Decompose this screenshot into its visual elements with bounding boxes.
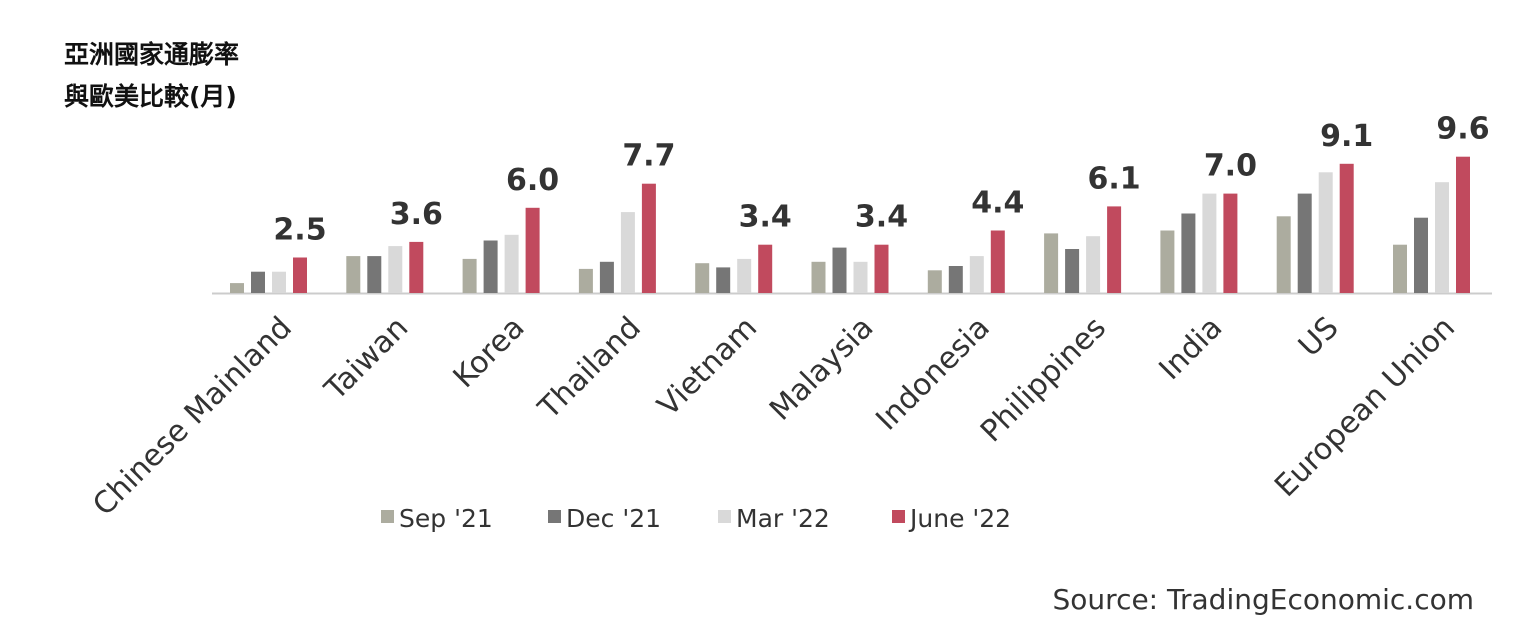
bar-mar-22-indonesia [969, 256, 984, 293]
x-tick-label-malaysia: Malaysia [763, 310, 880, 427]
data-label-vietnam: 3.4 [739, 200, 792, 235]
bar-june-22-us [1339, 163, 1354, 293]
data-label-indonesia: 4.4 [971, 186, 1024, 221]
data-label-india: 7.0 [1204, 149, 1257, 184]
bar-sep-21-korea [462, 258, 477, 293]
bar-june-22-philippines [1107, 206, 1122, 293]
bar-dec-21-philippines [1065, 249, 1080, 293]
bar-june-22-chinese-mainland [293, 257, 307, 293]
bar-june-22-thailand [641, 183, 656, 293]
legend-swatch-dec-21 [548, 510, 561, 523]
bar-sep-21-chinese-mainland [230, 283, 244, 293]
bar-june-22-european-union [1456, 156, 1470, 293]
bar-sep-21-india [1160, 230, 1175, 293]
data-label-chinese-mainland: 2.5 [273, 213, 326, 248]
bar-sep-21-taiwan [346, 256, 361, 293]
bar-dec-21-chinese-mainland [251, 271, 265, 293]
data-label-taiwan: 3.6 [390, 197, 443, 232]
bar-mar-22-india [1202, 193, 1217, 293]
chart-title: 亞洲國家通膨率 與歐美比較(月) [64, 34, 239, 118]
bar-dec-21-malaysia [832, 247, 847, 293]
legend-label-sep-21: Sep '21 [399, 504, 493, 533]
bar-dec-21-thailand [599, 261, 614, 293]
bar-june-22-korea [525, 207, 540, 293]
bar-mar-22-malaysia [853, 261, 868, 293]
bar-sep-21-philippines [1044, 233, 1059, 293]
bar-june-22-india [1223, 193, 1238, 293]
bar-dec-21-european-union [1414, 217, 1428, 293]
bar-dec-21-taiwan [367, 256, 382, 293]
x-tick-label-korea: Korea [447, 310, 532, 395]
bar-mar-22-us [1318, 172, 1333, 293]
data-label-us: 9.1 [1320, 119, 1373, 154]
legend-label-mar-22: Mar '22 [736, 504, 830, 533]
data-label-european-union: 9.6 [1436, 112, 1489, 147]
chart-title-line-1: 亞洲國家通膨率 [64, 40, 240, 69]
x-tick-label-philippines: Philippines [974, 310, 1113, 449]
bar-mar-22-korea [504, 234, 519, 293]
bar-mar-22-taiwan [388, 246, 403, 293]
legend-swatch-june-22 [892, 510, 905, 523]
x-tick-label-indonesia: Indonesia [869, 310, 996, 437]
x-tick-label-thailand: Thailand [531, 310, 648, 427]
data-label-thailand: 7.7 [622, 139, 675, 174]
chart-title-line-2: 與歐美比較(月) [64, 82, 237, 111]
x-tick-label-us: US [1292, 310, 1346, 364]
data-label-philippines: 6.1 [1088, 161, 1141, 196]
bar-dec-21-indonesia [948, 266, 963, 293]
legend-swatch-mar-22 [718, 510, 731, 523]
bar-mar-22-thailand [620, 212, 635, 293]
bar-sep-21-vietnam [695, 263, 710, 293]
bar-sep-21-european-union [1393, 244, 1407, 293]
x-tick-label-india: India [1153, 310, 1230, 387]
bar-mar-22-philippines [1086, 236, 1101, 293]
data-label-malaysia: 3.4 [855, 200, 908, 235]
bar-dec-21-india [1181, 213, 1196, 293]
bar-june-22-indonesia [990, 230, 1005, 293]
legend-label-june-22: June '22 [908, 504, 1011, 533]
bar-dec-21-korea [483, 240, 498, 293]
legend-label-dec-21: Dec '21 [566, 504, 661, 533]
bar-june-22-taiwan [409, 241, 424, 293]
legend-swatch-sep-21 [381, 510, 394, 523]
data-label-korea: 6.0 [506, 163, 559, 198]
bar-sep-21-us [1276, 216, 1291, 293]
bar-sep-21-malaysia [811, 261, 826, 293]
bar-dec-21-vietnam [716, 267, 731, 293]
bar-dec-21-us [1297, 193, 1312, 293]
bar-june-22-malaysia [874, 244, 889, 293]
bar-mar-22-european-union [1435, 182, 1449, 293]
bar-mar-22-vietnam [737, 258, 752, 293]
bar-sep-21-indonesia [927, 270, 942, 293]
bar-sep-21-thailand [578, 268, 593, 293]
source-note: Source: TradingEconomic.com [1052, 583, 1474, 616]
x-tick-label-vietnam: Vietnam [651, 310, 764, 423]
bar-june-22-vietnam [758, 244, 773, 293]
bar-mar-22-chinese-mainland [272, 271, 286, 293]
x-tick-label-taiwan: Taiwan [318, 310, 416, 408]
x-tick-label-chinese-mainland: Chinese Mainland [86, 310, 299, 523]
